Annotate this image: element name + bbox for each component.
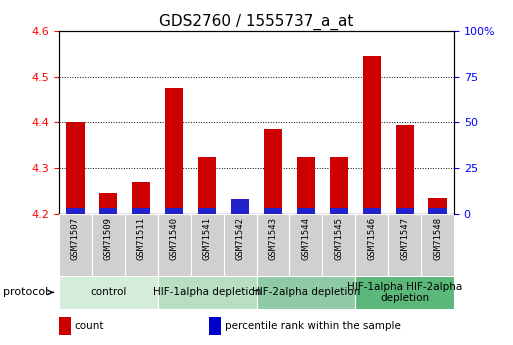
- Bar: [59, 317, 71, 335]
- Bar: [396, 125, 413, 214]
- Bar: [158, 276, 256, 309]
- Text: HIF-1alpha HIF-2alpha
depletion: HIF-1alpha HIF-2alpha depletion: [347, 282, 462, 303]
- Bar: [198, 157, 216, 214]
- Text: percentile rank within the sample: percentile rank within the sample: [225, 321, 401, 331]
- Bar: [59, 214, 92, 278]
- Bar: [396, 208, 413, 214]
- Bar: [165, 88, 183, 214]
- Bar: [66, 122, 85, 214]
- Bar: [125, 214, 158, 278]
- Bar: [355, 276, 454, 309]
- Text: GSM71545: GSM71545: [334, 217, 343, 260]
- Title: GDS2760 / 1555737_a_at: GDS2760 / 1555737_a_at: [160, 13, 353, 30]
- Text: GSM71543: GSM71543: [268, 217, 278, 260]
- Bar: [421, 214, 454, 278]
- Bar: [388, 214, 421, 278]
- Text: count: count: [75, 321, 104, 331]
- Bar: [132, 182, 150, 214]
- Bar: [256, 214, 289, 278]
- Bar: [224, 214, 256, 278]
- Bar: [100, 193, 117, 214]
- Bar: [165, 208, 183, 214]
- Text: GSM71540: GSM71540: [170, 217, 179, 260]
- Text: GSM71542: GSM71542: [235, 217, 245, 260]
- Bar: [66, 208, 85, 214]
- Bar: [297, 157, 315, 214]
- Bar: [231, 199, 249, 214]
- Bar: [428, 198, 447, 214]
- Bar: [132, 208, 150, 214]
- Bar: [297, 208, 315, 214]
- Text: protocol: protocol: [3, 287, 53, 297]
- Bar: [59, 276, 158, 309]
- Text: GSM71541: GSM71541: [203, 217, 212, 260]
- Text: HIF-2alpha depletion: HIF-2alpha depletion: [252, 287, 360, 297]
- Text: GSM71546: GSM71546: [367, 217, 376, 260]
- Text: GSM71509: GSM71509: [104, 217, 113, 260]
- Bar: [355, 214, 388, 278]
- Bar: [191, 214, 224, 278]
- Text: GSM71511: GSM71511: [137, 217, 146, 260]
- Bar: [264, 208, 282, 214]
- Text: control: control: [90, 287, 127, 297]
- Bar: [256, 276, 355, 309]
- Bar: [198, 208, 216, 214]
- Text: GSM71547: GSM71547: [400, 217, 409, 260]
- Bar: [363, 56, 381, 214]
- Bar: [363, 208, 381, 214]
- Bar: [330, 208, 348, 214]
- Text: GSM71548: GSM71548: [433, 217, 442, 260]
- Text: GSM71544: GSM71544: [301, 217, 310, 260]
- Bar: [158, 214, 191, 278]
- Bar: [100, 208, 117, 214]
- Bar: [330, 157, 348, 214]
- Bar: [264, 129, 282, 214]
- Bar: [92, 214, 125, 278]
- Text: GSM71507: GSM71507: [71, 217, 80, 260]
- Bar: [209, 317, 221, 335]
- Bar: [322, 214, 355, 278]
- Bar: [289, 214, 322, 278]
- Bar: [428, 208, 447, 214]
- Text: HIF-1alpha depletion: HIF-1alpha depletion: [153, 287, 261, 297]
